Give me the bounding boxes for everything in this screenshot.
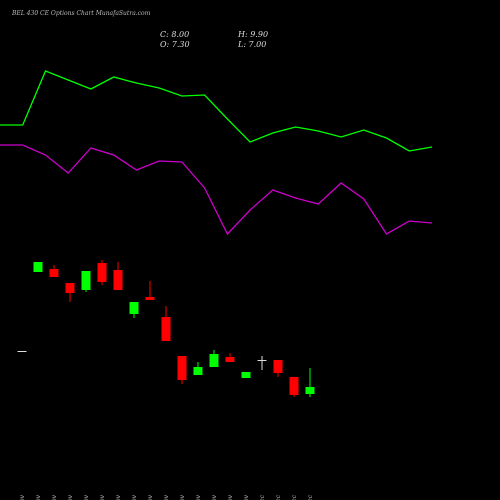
x-tick-label: 26 Nov bbox=[211, 494, 218, 500]
x-tick-label: 12 Nov bbox=[51, 494, 58, 500]
candle-body bbox=[225, 357, 235, 362]
close-label: C: 8.00 bbox=[160, 30, 189, 39]
x-tick-label: 11 Nov bbox=[35, 494, 42, 500]
x-tick-label: 07 Nov bbox=[19, 494, 26, 500]
candle-body bbox=[33, 262, 43, 272]
x-tick-label: 03 Dec bbox=[291, 494, 298, 500]
candle-body bbox=[305, 387, 315, 394]
candle-body bbox=[129, 302, 139, 314]
low-label: L: 7.00 bbox=[237, 40, 266, 49]
line-series bbox=[0, 144, 433, 236]
high-label: H: 9.90 bbox=[237, 30, 268, 39]
x-tick-label: 04 Dec bbox=[307, 494, 314, 500]
x-tick-label: 27 Nov bbox=[227, 494, 234, 500]
candle-body bbox=[65, 283, 75, 293]
x-tick-label: 01 Dec bbox=[259, 494, 266, 500]
candle-body bbox=[145, 297, 155, 300]
candle-body bbox=[289, 377, 299, 395]
x-tick-label: 25 Nov bbox=[195, 494, 202, 500]
open-label: O: 7.30 bbox=[160, 40, 190, 49]
chart-title: BEL 430 CE Options Chart MunafaSutra.com bbox=[11, 10, 151, 17]
candle-body bbox=[193, 367, 203, 375]
x-tick-label: 13 Nov bbox=[67, 494, 74, 500]
candle-body bbox=[17, 351, 27, 352]
x-tick-label: 17 Nov bbox=[99, 494, 106, 500]
x-tick-label: 19 Nov bbox=[131, 494, 138, 500]
candle-body bbox=[81, 271, 91, 290]
candle-body bbox=[161, 317, 171, 341]
candle-body bbox=[257, 360, 267, 361]
candle-body bbox=[177, 356, 187, 380]
x-tick-label: 28 Nov bbox=[243, 494, 250, 500]
x-tick-label: 18 Nov bbox=[115, 494, 122, 500]
x-tick-label: 21 Nov bbox=[163, 494, 170, 500]
candle-body bbox=[113, 270, 123, 290]
line-series bbox=[0, 70, 433, 152]
candle-body bbox=[241, 372, 251, 378]
x-tick-label: 24 Nov bbox=[179, 494, 186, 500]
candle-body bbox=[97, 263, 107, 282]
candle-body bbox=[209, 354, 219, 367]
candle-body bbox=[49, 269, 59, 277]
x-tick-label: 02 Dec bbox=[275, 494, 282, 500]
candle-body bbox=[273, 360, 283, 373]
x-tick-label: 14 Nov bbox=[83, 494, 90, 500]
x-tick-label: 20 Nov bbox=[147, 494, 154, 500]
